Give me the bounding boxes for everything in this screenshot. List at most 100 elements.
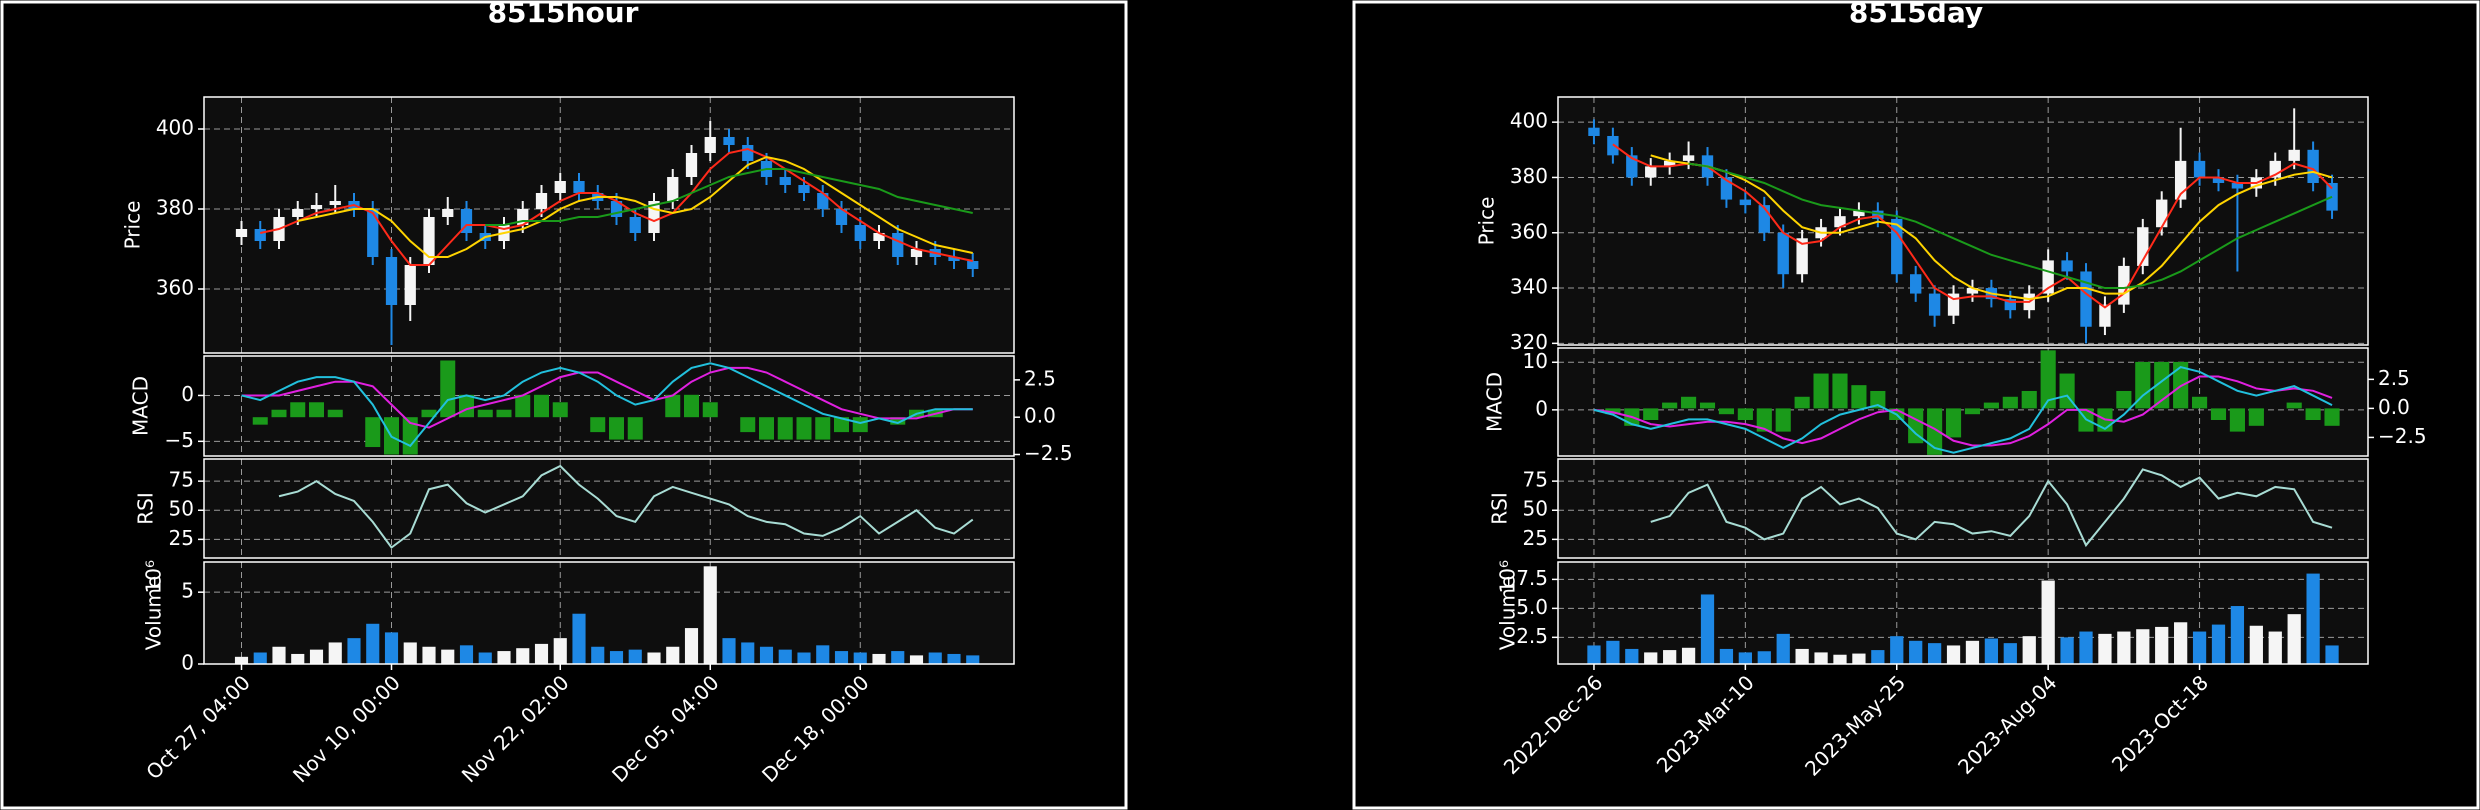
candle-body xyxy=(2212,177,2225,183)
macd-histogram-bar xyxy=(759,417,774,440)
volume-bar xyxy=(2211,624,2226,664)
y-tick-label: 0 xyxy=(181,382,194,406)
volume-bar xyxy=(928,652,942,664)
y-tick-label: 380 xyxy=(1510,164,1548,188)
candle-body xyxy=(423,217,435,265)
y-tick-label: 400 xyxy=(156,116,194,140)
macd-histogram-bar xyxy=(1964,408,1981,415)
volume-bar xyxy=(459,645,474,664)
candle-body xyxy=(1928,293,1941,316)
figure-frame xyxy=(0,0,1128,810)
volume-bar xyxy=(347,638,361,664)
y-tick-label: 400 xyxy=(1510,109,1548,133)
macd-histogram-bar xyxy=(590,417,606,433)
y-tick-label: 2.5 xyxy=(1516,624,1548,648)
macd-histogram-bar xyxy=(2021,390,2037,409)
candle-body xyxy=(573,181,585,193)
macd-histogram-bar xyxy=(290,402,306,418)
panel-frame xyxy=(1557,347,2369,457)
volume-bar xyxy=(1719,648,1734,664)
macd-histogram-bar xyxy=(1851,385,1867,409)
candle-body xyxy=(1739,199,1752,206)
volume-bar xyxy=(1757,651,1771,664)
candle-body xyxy=(610,201,623,217)
volume-bar xyxy=(1890,636,1904,664)
candle-body xyxy=(2307,149,2319,183)
candle-body xyxy=(2118,265,2130,305)
volume-bar xyxy=(778,649,792,664)
macd-histogram-bar xyxy=(459,394,474,418)
candle-body xyxy=(367,209,379,257)
volume-bar xyxy=(328,642,342,664)
macd-histogram-bar xyxy=(2210,408,2227,420)
candle-body xyxy=(460,209,473,233)
macd-histogram-bar xyxy=(496,409,512,418)
volume-bar xyxy=(1644,652,1658,664)
panel-background xyxy=(1558,562,2368,664)
volume-bar xyxy=(741,642,755,664)
volume-bar xyxy=(309,649,324,664)
y-tick-label: 0 xyxy=(181,651,194,675)
candle-body xyxy=(442,209,454,217)
volume-bar xyxy=(1663,650,1677,664)
candle-body xyxy=(2061,260,2073,272)
macd-histogram-bar xyxy=(1832,373,1848,409)
candle-body xyxy=(854,225,866,241)
volume-bar xyxy=(1927,643,1942,664)
y-axis-label: RSI xyxy=(1488,492,1512,525)
volume-bar xyxy=(1946,645,1961,664)
y-tick-label: 7.5 xyxy=(1516,566,1548,590)
macd-histogram-bar xyxy=(1643,408,1659,420)
volume-bar xyxy=(2079,631,2093,664)
volume-bar xyxy=(1984,638,1999,664)
y2-tick-label: 0.0 xyxy=(1024,404,1056,428)
macd-histogram-bar xyxy=(2116,390,2132,409)
macd-histogram-bar xyxy=(2135,361,2151,409)
candle-body xyxy=(2288,149,2300,161)
y-axis-label: MACD xyxy=(1483,372,1507,432)
price-line xyxy=(260,147,973,266)
volume-bar xyxy=(1625,648,1639,664)
candle-body xyxy=(2193,160,2206,178)
macd-histogram-bar xyxy=(440,360,456,418)
axis-offset-label: 10⁶ xyxy=(1496,560,1520,593)
volume-bar xyxy=(2325,645,2339,664)
volume-bar xyxy=(684,628,699,664)
y-tick-label: 25 xyxy=(1523,526,1548,550)
chart-title: 8515day xyxy=(1849,0,1983,29)
y-tick-label: 0 xyxy=(1535,396,1548,420)
volume-bar xyxy=(853,652,867,664)
volume-bar xyxy=(1965,640,1980,664)
macd-histogram-bar xyxy=(1699,402,1716,409)
y-tick-label: 10 xyxy=(1523,349,1548,373)
candle-body xyxy=(1588,127,1600,136)
y-tick-label: 380 xyxy=(156,196,194,220)
volume-bar xyxy=(2306,573,2320,664)
candle-body xyxy=(817,193,829,209)
candle-body xyxy=(1966,288,1979,294)
candle-body xyxy=(385,257,398,305)
candle-body xyxy=(704,137,716,153)
volume-bar xyxy=(647,652,661,664)
candle-body xyxy=(404,265,416,305)
candle-body xyxy=(1777,232,1789,275)
candle-body xyxy=(1796,238,1808,275)
candle-body xyxy=(2004,299,2016,311)
rsi-line xyxy=(1650,468,2333,548)
candle-body xyxy=(535,193,548,209)
macd-histogram-bar xyxy=(365,417,381,448)
y-axis-label: Volume xyxy=(1496,576,1520,650)
y-tick-label: 5.0 xyxy=(1516,595,1548,619)
chart-title: 8515hour xyxy=(488,0,639,29)
price-line xyxy=(1688,162,2333,290)
volume-bar xyxy=(816,645,830,664)
y-tick-label: 360 xyxy=(156,276,194,300)
volume-bar xyxy=(1776,633,1790,664)
macd-histogram-bar xyxy=(609,417,624,440)
volume-bar xyxy=(572,613,586,664)
volume-bar xyxy=(2155,626,2169,664)
candle-body xyxy=(1607,135,1619,156)
volume-bar xyxy=(609,651,624,664)
volume-bar xyxy=(2003,643,2017,664)
